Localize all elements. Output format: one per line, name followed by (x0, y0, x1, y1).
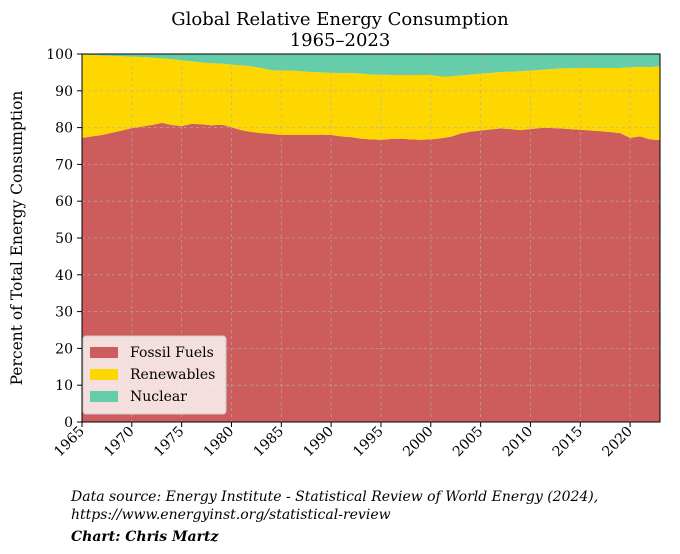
x-tick-label: 2015 (550, 424, 587, 461)
x-tick-label: 2020 (599, 424, 636, 461)
x-tick-label: 1970 (101, 424, 138, 461)
x-tick-label: 2000 (400, 424, 437, 461)
chart-subtitle: 1965–2023 (289, 30, 391, 51)
x-tick-label: 1980 (201, 424, 238, 461)
legend-swatch (90, 369, 118, 380)
legend-swatch (90, 391, 118, 402)
x-tick-label: 2005 (450, 424, 487, 461)
y-tick-label: 40 (55, 268, 73, 284)
data-source-url: https://www.energyinst.org/statistical-r… (71, 507, 391, 523)
y-tick-label: 50 (55, 231, 73, 247)
y-tick-label: 0 (64, 415, 73, 431)
y-tick-label: 100 (46, 47, 73, 63)
y-axis-label: Percent of Total Energy Consumption (8, 91, 26, 386)
y-tick-label: 20 (55, 341, 73, 357)
x-tick-label: 2010 (500, 424, 537, 461)
legend-label: Renewables (130, 367, 215, 383)
y-tick-label: 90 (55, 84, 73, 100)
legend-swatch (90, 347, 118, 358)
chart-title: Global Relative Energy Consumption (171, 9, 509, 30)
x-tick-label: 1990 (300, 424, 337, 461)
data-source-line: Data source: Energy Institute - Statisti… (71, 489, 599, 505)
area-series-nuclear (82, 54, 660, 77)
y-tick-label: 30 (55, 305, 73, 321)
chart-credit: Chart: Chris Martz (71, 529, 219, 545)
legend (82, 335, 227, 415)
area-series-renewables (82, 54, 660, 141)
x-tick-label: 1995 (350, 424, 387, 461)
y-tick-label: 70 (55, 157, 73, 173)
x-tick-label: 1975 (151, 424, 188, 461)
y-tick-label: 80 (55, 121, 73, 137)
legend-label: Fossil Fuels (130, 345, 214, 361)
y-tick-label: 10 (55, 378, 73, 394)
y-tick-label: 60 (55, 194, 73, 210)
x-tick-label: 1985 (251, 424, 288, 461)
legend-label: Nuclear (130, 389, 187, 405)
